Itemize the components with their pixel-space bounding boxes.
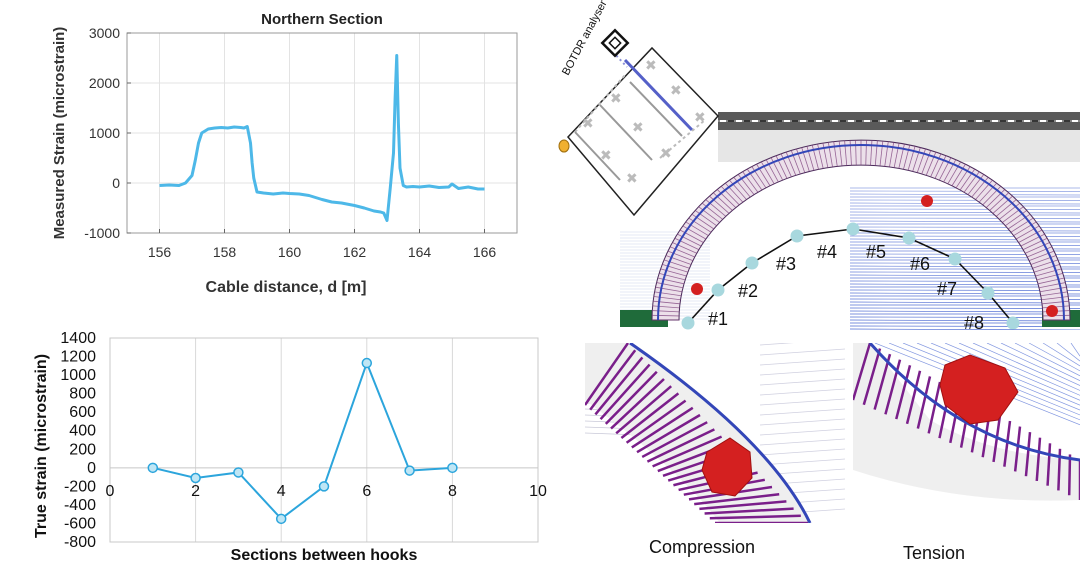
data-point bbox=[275, 513, 287, 525]
svg-text:✖: ✖ bbox=[670, 82, 682, 98]
svg-text:✖: ✖ bbox=[660, 145, 672, 161]
y-tick-label: -200 bbox=[64, 478, 96, 495]
damage-marker bbox=[921, 195, 933, 207]
x-tick-label: 8 bbox=[448, 483, 457, 500]
y-axis-label: Measured Strain (microstrain) bbox=[51, 27, 68, 240]
y-tick-label: -1000 bbox=[84, 225, 120, 241]
svg-text:✖: ✖ bbox=[694, 109, 706, 125]
damage-marker bbox=[1046, 305, 1058, 317]
hook-point bbox=[948, 252, 962, 266]
hook-label: #5 bbox=[866, 242, 886, 262]
arch-band bbox=[651, 139, 1071, 321]
x-tick-label: 164 bbox=[408, 244, 432, 260]
y-tick-label: -600 bbox=[64, 515, 96, 532]
hook-label: #2 bbox=[738, 281, 758, 301]
compression-zoom bbox=[585, 343, 845, 523]
svg-text:✖: ✖ bbox=[626, 170, 638, 186]
arch-cable bbox=[657, 144, 1065, 321]
x-tick-label: 156 bbox=[148, 244, 172, 260]
hook-point bbox=[745, 256, 759, 270]
chart-title: Northern Section bbox=[261, 11, 383, 28]
hook-point bbox=[902, 231, 916, 245]
y-tick-label: 0 bbox=[87, 460, 96, 477]
hook-point bbox=[790, 229, 804, 243]
hook-label: #3 bbox=[776, 254, 796, 274]
y-tick-label: 800 bbox=[69, 386, 96, 403]
y-tick-label: -800 bbox=[64, 534, 96, 551]
x-tick-label: 2 bbox=[191, 483, 200, 500]
x-axis-label: Sections between hooks bbox=[231, 547, 418, 564]
hook-chain bbox=[687, 228, 1014, 324]
hook-point bbox=[846, 222, 860, 236]
x-tick-label: 158 bbox=[213, 244, 237, 260]
true-strain-chart: 0 2 4 6 8 10-800-600-400-20002004006008001000… bbox=[33, 330, 547, 564]
northern-section-chart: Northern Section 156 158 160 162 164 166 -1000… bbox=[51, 11, 518, 296]
x-tick-label: 6 bbox=[362, 483, 371, 500]
tension-label: Tension bbox=[903, 543, 965, 563]
x-axis-label: Cable distance, d [m] bbox=[206, 279, 367, 296]
hook-label: #6 bbox=[910, 254, 930, 274]
y-tick-label: -400 bbox=[64, 497, 96, 514]
data-point bbox=[447, 462, 458, 474]
strain-series-line bbox=[159, 54, 485, 222]
hook-label: #7 bbox=[937, 279, 957, 299]
data-point bbox=[190, 472, 201, 484]
compression-damage bbox=[701, 437, 753, 497]
y-tick-label: 400 bbox=[69, 423, 96, 440]
svg-text:✖: ✖ bbox=[632, 119, 644, 135]
analyser-icon bbox=[600, 28, 630, 58]
svg-text:✖: ✖ bbox=[610, 90, 622, 106]
svg-text:✖: ✖ bbox=[645, 57, 657, 73]
data-point bbox=[361, 357, 373, 369]
svg-text:✖: ✖ bbox=[582, 115, 594, 131]
hook-label: #8 bbox=[964, 313, 984, 333]
compression-label: Compression bbox=[649, 537, 755, 557]
plan-view: ✖ ✖ ✖ ✖ ✖ ✖ ✖ ✖ ✖ BOTDR analyser bbox=[558, 0, 720, 217]
x-tick-label: 162 bbox=[343, 244, 367, 260]
svg-text:✖: ✖ bbox=[600, 147, 612, 163]
y-tick-label: 1400 bbox=[60, 330, 96, 347]
damage-marker bbox=[691, 283, 703, 295]
x-tick-label: 0 bbox=[106, 483, 115, 500]
y-tick-label: 3000 bbox=[89, 25, 120, 41]
y-tick-label: 200 bbox=[69, 441, 96, 458]
road bbox=[718, 112, 1080, 162]
data-point bbox=[318, 481, 330, 492]
x-tick-label: 4 bbox=[277, 483, 286, 500]
data-point bbox=[404, 465, 415, 476]
x-tick-label: 10 bbox=[529, 483, 547, 500]
hook-point bbox=[681, 316, 695, 330]
tension-zoom bbox=[853, 343, 1080, 513]
y-tick-label: 1200 bbox=[60, 349, 96, 366]
data-point bbox=[147, 462, 159, 474]
hook-label: #1 bbox=[708, 309, 728, 329]
x-tick-label: 166 bbox=[473, 244, 497, 260]
tension-damage bbox=[939, 354, 1019, 425]
hook-point bbox=[711, 283, 725, 297]
y-tick-label: 2000 bbox=[89, 75, 120, 91]
true-strain-series-line bbox=[152, 360, 453, 521]
hook-point bbox=[981, 286, 995, 300]
hook-point bbox=[1006, 316, 1020, 330]
y-tick-label: 1000 bbox=[60, 367, 96, 384]
data-point bbox=[233, 467, 244, 478]
y-tick-label: 600 bbox=[69, 404, 96, 421]
analyser-label: BOTDR analyser bbox=[560, 0, 610, 77]
y-axis-label: True strain (microstrain) bbox=[33, 354, 50, 538]
x-tick-label: 160 bbox=[278, 244, 302, 260]
hook-label: #4 bbox=[817, 242, 837, 262]
y-tick-label: 1000 bbox=[89, 125, 120, 141]
y-tick-label: 0 bbox=[112, 175, 120, 191]
